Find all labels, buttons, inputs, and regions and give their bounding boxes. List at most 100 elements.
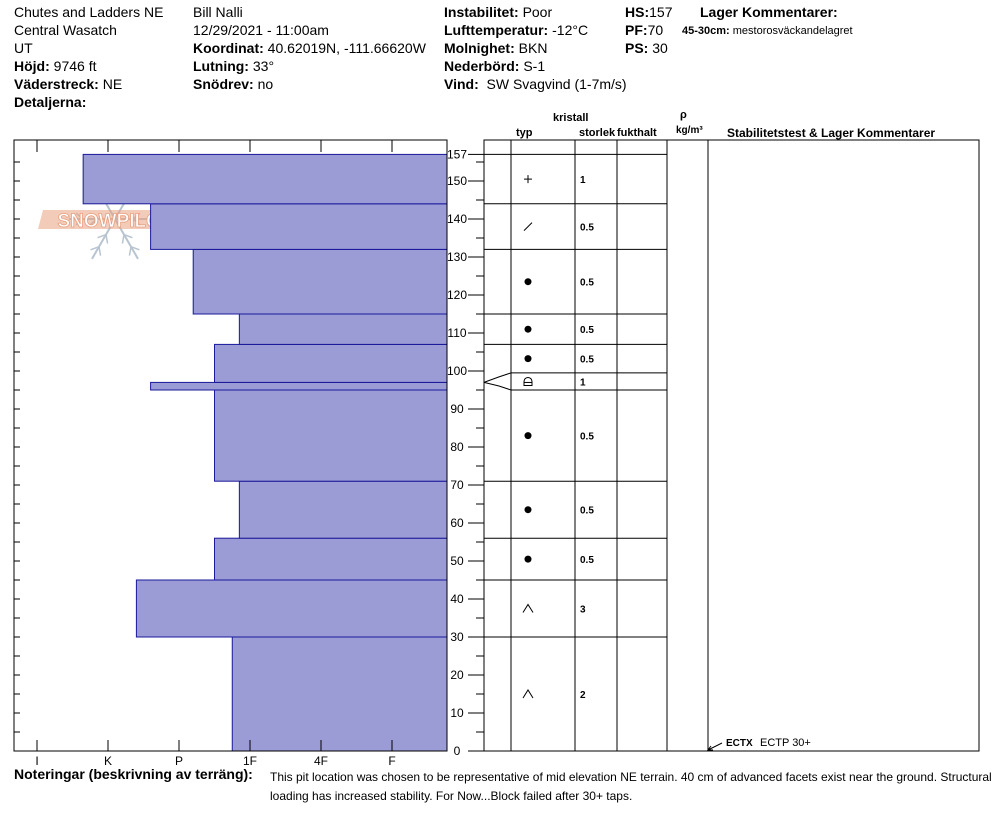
hardness-tick-label: 4F — [314, 754, 328, 768]
snowflake-branch — [130, 246, 140, 251]
layer-connector — [483, 372, 512, 383]
pf-label: PF: — [625, 22, 648, 38]
snowflake-branch — [105, 234, 109, 244]
hardness-bar — [214, 537, 448, 581]
grain-dot-icon — [524, 555, 532, 563]
pf-row: PF:70 — [625, 22, 663, 39]
precipitation-label: Nederbörd: — [444, 58, 520, 74]
snowflake-branch — [97, 233, 107, 239]
height-tick-label: 157 — [447, 147, 467, 161]
sky-row: Molnighet: BKN — [444, 40, 547, 57]
height-tick-label: 60 — [450, 516, 464, 530]
type-header: typ — [516, 127, 533, 139]
hardness-bar — [214, 343, 448, 383]
top-ticks — [36, 140, 393, 152]
wind-value: SW Svagvind (1-7m/s) — [486, 76, 627, 92]
layer-table: 1 0.5 0.5 0.5 0.5 1 0.5 0.5 0.5 3 2 — [483, 140, 709, 751]
height-tick-label: 120 — [447, 288, 467, 302]
instability-label: Instabilitet: — [444, 4, 519, 20]
grain-slash-icon — [523, 222, 533, 231]
layer-comments-label: Lager Kommentarer: — [700, 4, 838, 20]
height-tick-label: 80 — [450, 440, 464, 454]
drift-value: no — [257, 76, 274, 92]
coordinate-row: Koordinat: 40.62019N, -111.66620W — [193, 40, 426, 57]
hs-label: HS: — [625, 4, 650, 20]
hardness-bar — [135, 579, 448, 638]
hardness-tick-label: I — [35, 754, 38, 768]
test-arrow — [707, 742, 723, 751]
sky-value: BKN — [518, 40, 548, 56]
hardness-bars — [82, 153, 448, 752]
test-result: ECTP 30+ — [760, 737, 811, 749]
grain-dot-icon — [524, 355, 532, 363]
layer-comment-range: 45-30cm: — [682, 25, 730, 37]
snowflake-branch — [98, 246, 102, 256]
notes-line-2: loading has increased stability. For Now… — [270, 789, 633, 803]
drift-label: Snödrev: — [193, 76, 254, 92]
grain-dot-icon — [524, 432, 532, 440]
observation-datetime: 12/29/2021 - 11:00am — [193, 22, 329, 38]
crystal-header: kristall — [553, 112, 589, 124]
snowflake-branch — [123, 233, 133, 239]
hardness-bar — [231, 636, 448, 752]
snowflake-branch — [90, 246, 100, 251]
grain-size-label: 0.5 — [580, 278, 594, 289]
rho-header: ρ — [680, 109, 687, 121]
air-temperature-row: Lufttemperatur: -12°C — [444, 22, 588, 39]
grain-dot-icon — [524, 325, 532, 333]
drift-row: Snödrev: no — [193, 76, 273, 93]
height-tick-label: 30 — [450, 630, 464, 644]
height-tick-label: 40 — [450, 592, 464, 606]
coordinate-label: Koordinat: — [193, 40, 264, 56]
grain-size-label: 1 — [580, 175, 586, 186]
height-tick-label: 140 — [447, 212, 467, 226]
notes-text: This pit location was chosen to be repre… — [270, 768, 994, 806]
grain-dot-icon — [524, 506, 532, 514]
stability-test-marker: ECTX ECTP 30+ — [707, 737, 811, 751]
hardness-tick-label: P — [175, 754, 183, 768]
hardness-bar — [238, 313, 448, 345]
instability-row: Instabilitet: Poor — [444, 4, 552, 21]
snowflake-branch — [128, 246, 132, 256]
height-tick-label: 150 — [447, 174, 467, 188]
elevation-value: 9746 ft — [53, 58, 97, 74]
density-unit-header: kg/m³ — [676, 125, 703, 136]
hs-row: HS:157 — [625, 4, 672, 21]
air-temperature-value: -12°C — [552, 22, 589, 38]
wind-row: Vind: SW Svagvind (1-7m/s) — [444, 76, 627, 93]
height-tick-label: 20 — [450, 668, 464, 682]
ps-label: PS: — [625, 40, 649, 56]
grain-size-label: 0.5 — [580, 506, 594, 517]
hardness-frame — [13, 139, 448, 752]
layer-table-frame — [483, 139, 980, 752]
hardness-tick-label: K — [104, 754, 112, 768]
hardness-tick-label: F — [388, 754, 395, 768]
test-arrow-head — [707, 745, 713, 751]
precipitation-row: Nederbörd: S-1 — [444, 58, 545, 75]
notes-line-1: This pit location was chosen to be repre… — [270, 770, 992, 784]
precipitation-value: S-1 — [523, 58, 546, 74]
hardness-bar — [238, 480, 448, 539]
hardness-bar — [150, 381, 448, 391]
details-label: Detaljerna: — [14, 94, 87, 110]
layer-comment-row: 45-30cm: mestorosväckandelagret — [682, 23, 853, 40]
size-header: storlek — [579, 127, 615, 139]
sky-label: Molnighet: — [444, 40, 515, 56]
observer-name: Bill Nalli — [193, 4, 243, 20]
hardness-bar — [82, 153, 448, 205]
grain-size-label: 2 — [580, 690, 586, 701]
snowflake-branch — [121, 234, 125, 244]
slope-label: Lutning: — [193, 58, 249, 74]
grain-depth-hoar-icon — [522, 603, 534, 613]
height-tick-label: 50 — [450, 554, 464, 568]
instability-value: Poor — [522, 4, 553, 20]
layer-connector — [483, 381, 512, 391]
notes-label: Noteringar (beskrivning av terräng): — [14, 766, 253, 782]
range-name: Central Wasatch — [14, 22, 117, 38]
test-code: ECTX — [726, 738, 753, 749]
grain-size-label: 0.5 — [580, 223, 594, 234]
grain-size-label: 0.5 — [580, 355, 594, 366]
hs-value: 157 — [649, 4, 673, 20]
aspect-row: Väderstreck: NE — [14, 76, 122, 93]
